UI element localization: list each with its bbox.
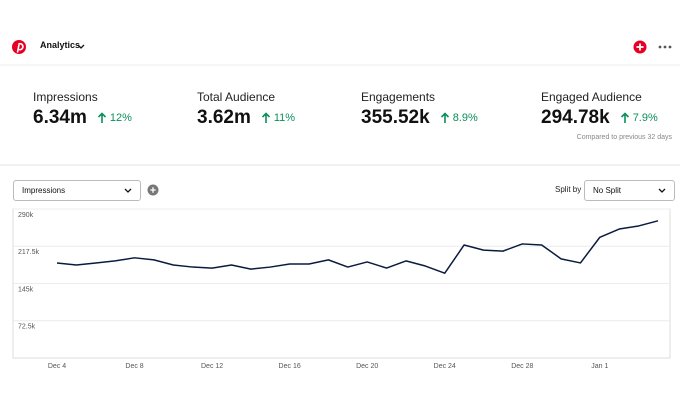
x-tick-label: Dec 12 [201,363,223,370]
menu-chevron[interactable] [77,44,85,49]
select-chevron [124,188,132,193]
metric-select-value: Impressions [22,186,66,195]
up-arrow [440,112,449,123]
x-tick-label: Dec 20 [356,363,378,370]
metric-label: Engaged Audience [541,90,642,104]
y-tick-label: 145k [18,286,34,293]
x-tick-label: Dec 8 [125,363,143,370]
metric-label: Impressions [33,90,98,104]
up-arrow [261,112,270,123]
section-divider [0,164,680,166]
metric-row: 355.52k 8.9% [361,107,478,129]
metric-change: 11% [273,112,296,124]
create-plus [636,43,644,51]
x-tick-label: Dec 28 [511,363,533,370]
metric: Impressions 6.34m 12% [33,90,132,129]
metric-row: 294.78k 7.9% [541,107,658,129]
metric-change: 7.9% [632,112,658,124]
metric-row: 3.62m 11% [197,107,295,129]
y-tick-label: 290k [18,212,34,219]
y-tick-label: 72.5k [18,324,36,331]
x-tick-label: Dec 16 [279,363,301,370]
metric-label: Total Audience [197,90,276,104]
add-plus [150,187,156,193]
metric: Engaged Audience 294.78k 7.9% [541,90,658,129]
metric-label: Engagements [361,90,436,104]
metric-change: 12% [109,112,132,124]
up-arrow [620,112,629,123]
metric-change: 8.9% [452,112,478,124]
split-select[interactable]: No Split [584,180,675,201]
metric: Total Audience 3.62m 11% [197,90,295,129]
metric-select[interactable]: Impressions [13,180,141,201]
up-arrow [97,112,106,123]
more-button[interactable] [658,45,672,49]
metric-value: 355.52k [361,107,430,128]
metric-value: 294.78k [541,107,610,128]
y-tick-label: 217.5k [18,249,40,256]
page-title[interactable]: Analytics [40,40,81,50]
x-tick-label: Jan 1 [591,363,608,370]
chart: 72.5k 145k 217.5k 290k Dec 4 Dec 8 Dec 12 Dec 1… [13,208,670,370]
split-label: Split by [555,185,582,194]
data-line [56,220,659,274]
x-tick-label: Dec 4 [48,363,66,370]
metric-value: 6.34m [33,107,87,128]
logo-glyph [16,42,24,53]
metric-value: 3.62m [197,107,251,128]
x-tick-label: Dec 24 [434,363,456,370]
metric: Engagements 355.52k 8.9% [361,90,478,129]
select-chevron [658,188,666,193]
metric-row: 6.34m 12% [33,107,132,129]
split-select-value: No Split [593,186,622,195]
comparison-note: Compared to previous 32 days [576,134,672,141]
